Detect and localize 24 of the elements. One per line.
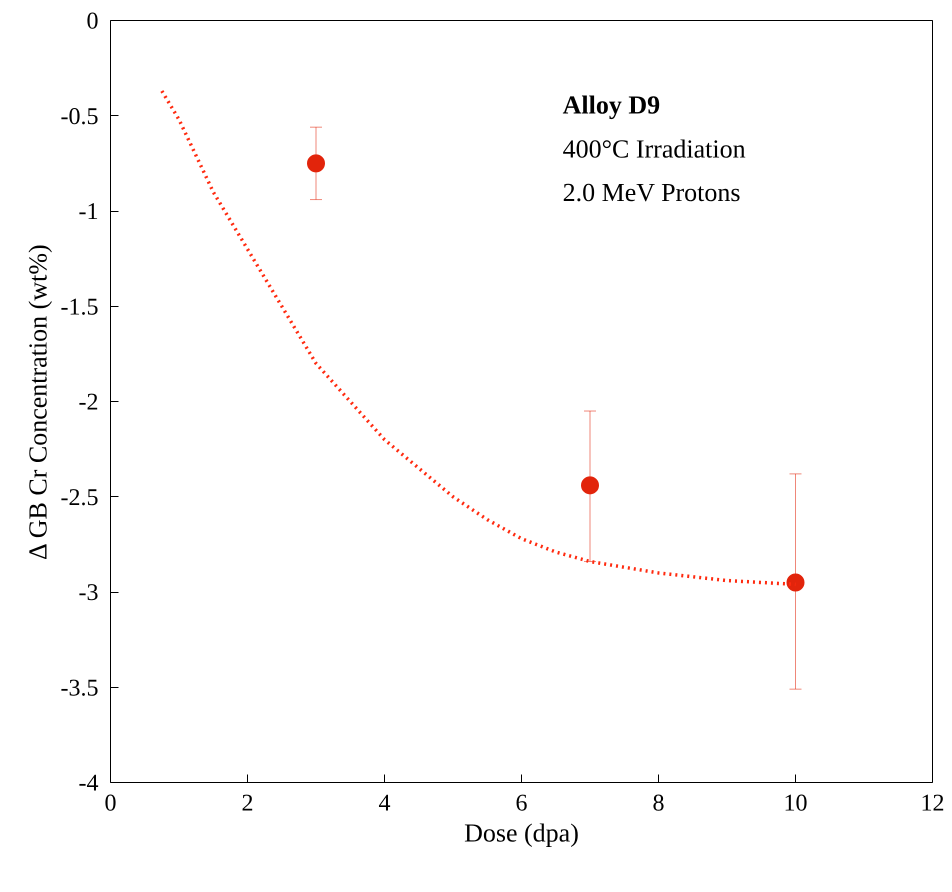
y-tick-label: -1 bbox=[78, 199, 99, 225]
annotation: 400°C Irradiation bbox=[562, 134, 746, 164]
y-tick-label: -0.5 bbox=[60, 104, 99, 130]
point bbox=[581, 476, 599, 494]
x-tick-label: 6 bbox=[516, 790, 528, 816]
annotation: 2.0 MeV Protons bbox=[562, 178, 741, 208]
x-tick-label: 12 bbox=[920, 790, 944, 816]
x-tick-label: 4 bbox=[378, 790, 390, 816]
y-tick-label: 0 bbox=[86, 8, 98, 34]
y-tick-label: -4 bbox=[78, 770, 99, 796]
y-tick-label: -3 bbox=[78, 580, 99, 606]
y-tick-label: -2 bbox=[78, 390, 99, 416]
point bbox=[786, 573, 804, 592]
annotation: Alloy D9 bbox=[562, 90, 660, 120]
x-tick-label: 8 bbox=[652, 790, 664, 816]
point bbox=[307, 154, 325, 172]
y-tick-label: -3.5 bbox=[60, 675, 99, 702]
x-tick-label: 10 bbox=[784, 790, 808, 816]
y-axis-title: Δ GB Cr Concentration (wt%) bbox=[24, 244, 53, 560]
x-axis-title: Dose (dpa) bbox=[464, 818, 579, 848]
x-tick-label: 2 bbox=[242, 790, 254, 816]
x-tick-label: 0 bbox=[104, 790, 116, 816]
y-tick-label: -2.5 bbox=[60, 484, 99, 511]
y-tick-label: -1.5 bbox=[60, 294, 99, 320]
